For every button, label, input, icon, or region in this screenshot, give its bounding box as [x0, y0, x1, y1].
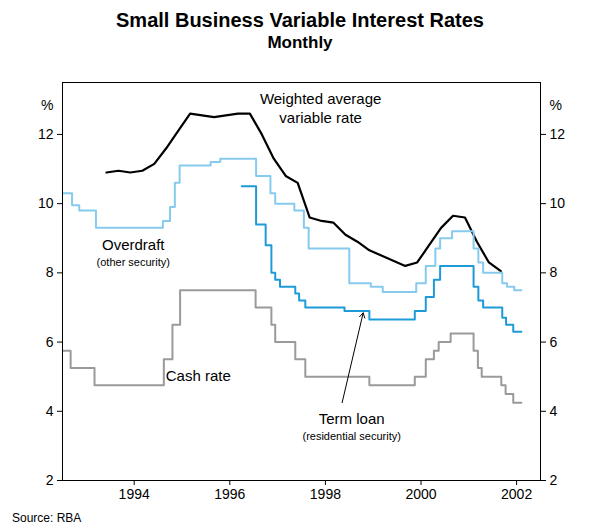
svg-text:1996: 1996: [214, 486, 245, 502]
svg-text:8: 8: [46, 264, 54, 280]
svg-text:10: 10: [38, 195, 54, 211]
html-text:Monthly: Monthly: [267, 33, 333, 52]
svg-text:2002: 2002: [501, 486, 532, 502]
svg-text:(residential security): (residential security): [302, 430, 400, 442]
svg-text:10: 10: [550, 195, 566, 211]
svg-text:Cash rate: Cash rate: [166, 367, 231, 384]
svg-text:12: 12: [550, 126, 566, 142]
svg-text:8: 8: [550, 264, 558, 280]
svg-text:%: %: [550, 97, 562, 113]
svg-text:2: 2: [550, 472, 558, 488]
svg-text:(other security): (other security): [97, 256, 170, 268]
svg-text:6: 6: [550, 334, 558, 350]
svg-text:4: 4: [46, 403, 54, 419]
svg-text:6: 6: [46, 334, 54, 350]
svg-text:4: 4: [550, 403, 558, 419]
svg-text:variable rate: variable rate: [279, 109, 362, 126]
svg-text:2000: 2000: [405, 486, 436, 502]
svg-text:2: 2: [46, 472, 54, 488]
html-text:Small Business Variable Intere: Small Business Variable Interest Rates: [116, 9, 484, 31]
svg-text:1994: 1994: [119, 486, 150, 502]
svg-text:Overdraft: Overdraft: [102, 236, 165, 253]
svg-text:Term loan: Term loan: [319, 410, 385, 427]
svg-text:%: %: [41, 97, 53, 113]
html-text:Source: RBA: Source: RBA: [12, 511, 82, 525]
svg-text:12: 12: [38, 126, 54, 142]
svg-text:Weighted average: Weighted average: [260, 90, 381, 107]
svg-text:1998: 1998: [310, 486, 341, 502]
